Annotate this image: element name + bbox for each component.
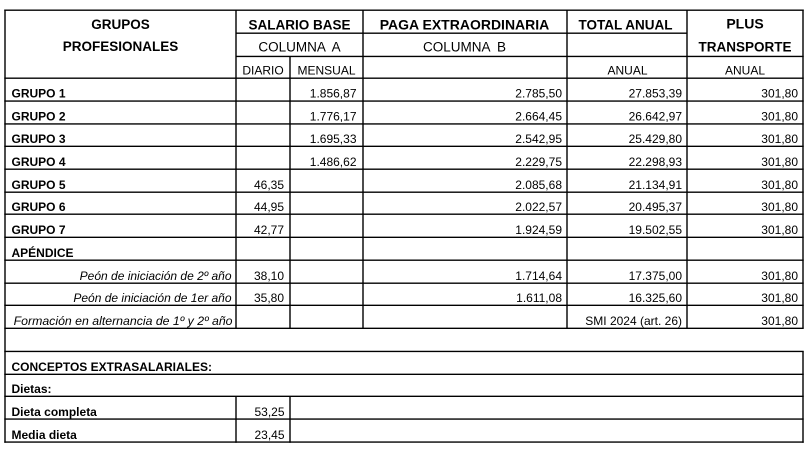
svg-text:PLUS: PLUS <box>726 16 763 32</box>
svg-text:Dieta completa: Dieta completa <box>12 405 98 419</box>
svg-text:SMI 2024 (art. 26): SMI 2024 (art. 26) <box>585 314 682 328</box>
svg-text:2.785,50: 2.785,50 <box>515 87 562 101</box>
svg-text:GRUPO 3: GRUPO 3 <box>12 132 66 146</box>
svg-text:20.495,37: 20.495,37 <box>629 200 683 214</box>
svg-text:25.429,80: 25.429,80 <box>629 132 683 146</box>
svg-text:Media dieta: Media dieta <box>12 428 78 442</box>
svg-text:26.642,97: 26.642,97 <box>629 110 683 124</box>
svg-text:301,80: 301,80 <box>761 269 798 283</box>
svg-text:1.924,59: 1.924,59 <box>515 223 562 237</box>
svg-text:53,25: 53,25 <box>254 405 284 419</box>
svg-text:ANUAL: ANUAL <box>725 64 765 78</box>
svg-text:301,80: 301,80 <box>761 223 798 237</box>
svg-text:301,80: 301,80 <box>761 314 798 328</box>
svg-text:Peón de iniciación de 2º año: Peón de iniciación de 2º año <box>80 269 232 283</box>
svg-text:TOTAL ANUAL: TOTAL ANUAL <box>579 17 673 32</box>
svg-text:Peón de iniciación de 1er año: Peón de iniciación de 1er año <box>73 291 231 305</box>
svg-text:GRUPO 7: GRUPO 7 <box>12 223 66 237</box>
svg-text:1.695,33: 1.695,33 <box>310 132 357 146</box>
svg-text:COLUMNA A: COLUMNA A <box>258 40 340 55</box>
svg-text:2.229,75: 2.229,75 <box>515 155 562 169</box>
svg-text:21.134,91: 21.134,91 <box>629 178 683 192</box>
svg-text:22.298,93: 22.298,93 <box>629 155 683 169</box>
svg-text:301,80: 301,80 <box>761 291 798 305</box>
svg-text:CONCEPTOS EXTRASALARIALES:: CONCEPTOS EXTRASALARIALES: <box>12 360 212 374</box>
svg-text:17.375,00: 17.375,00 <box>629 269 683 283</box>
svg-text:23,45: 23,45 <box>254 428 284 442</box>
svg-text:Formación en alternancia de 1º: Formación en alternancia de 1º y 2º año <box>14 314 233 328</box>
svg-text:1.611,08: 1.611,08 <box>516 291 562 305</box>
svg-text:301,80: 301,80 <box>761 132 798 146</box>
svg-text:1.714,64: 1.714,64 <box>515 269 562 283</box>
svg-text:SALARIO BASE: SALARIO BASE <box>248 17 350 32</box>
svg-text:1.776,17: 1.776,17 <box>310 110 357 124</box>
svg-text:38,10: 38,10 <box>254 269 284 283</box>
svg-text:46,35: 46,35 <box>254 178 284 192</box>
svg-text:GRUPO 4: GRUPO 4 <box>12 155 66 169</box>
svg-text:MENSUAL: MENSUAL <box>297 64 355 78</box>
svg-text:GRUPO 2: GRUPO 2 <box>12 110 66 124</box>
svg-text:DIARIO: DIARIO <box>242 64 283 78</box>
svg-text:35,80: 35,80 <box>254 291 284 305</box>
svg-text:GRUPO 1: GRUPO 1 <box>12 87 66 101</box>
svg-text:44,95: 44,95 <box>254 200 284 214</box>
svg-text:GRUPO 6: GRUPO 6 <box>12 200 66 214</box>
svg-text:GRUPO 5: GRUPO 5 <box>12 178 66 192</box>
svg-text:GRUPOS: GRUPOS <box>91 17 150 32</box>
svg-text:301,80: 301,80 <box>761 178 798 192</box>
svg-text:2.542,95: 2.542,95 <box>515 132 562 146</box>
svg-text:COLUMNA B: COLUMNA B <box>423 40 506 55</box>
svg-text:301,80: 301,80 <box>761 87 798 101</box>
svg-text:TRANSPORTE: TRANSPORTE <box>698 40 791 55</box>
svg-text:1.856,87: 1.856,87 <box>310 87 357 101</box>
svg-text:2.085,68: 2.085,68 <box>515 178 562 192</box>
svg-text:27.853,39: 27.853,39 <box>629 87 683 101</box>
svg-text:301,80: 301,80 <box>761 200 798 214</box>
svg-text:42,77: 42,77 <box>254 223 284 237</box>
svg-text:301,80: 301,80 <box>761 110 798 124</box>
svg-text:19.502,55: 19.502,55 <box>629 223 683 237</box>
svg-text:1.486,62: 1.486,62 <box>310 155 357 169</box>
svg-text:PROFESIONALES: PROFESIONALES <box>63 39 179 54</box>
svg-text:2.022,57: 2.022,57 <box>515 200 562 214</box>
svg-text:16.325,60: 16.325,60 <box>629 291 683 305</box>
svg-text:301,80: 301,80 <box>761 155 798 169</box>
svg-text:APÉNDICE: APÉNDICE <box>12 245 74 260</box>
svg-text:PAGA EXTRAORDINARIA: PAGA EXTRAORDINARIA <box>380 17 550 33</box>
svg-text:2.664,45: 2.664,45 <box>515 110 562 124</box>
svg-text:ANUAL: ANUAL <box>607 64 647 78</box>
svg-text:Dietas:: Dietas: <box>12 382 52 396</box>
